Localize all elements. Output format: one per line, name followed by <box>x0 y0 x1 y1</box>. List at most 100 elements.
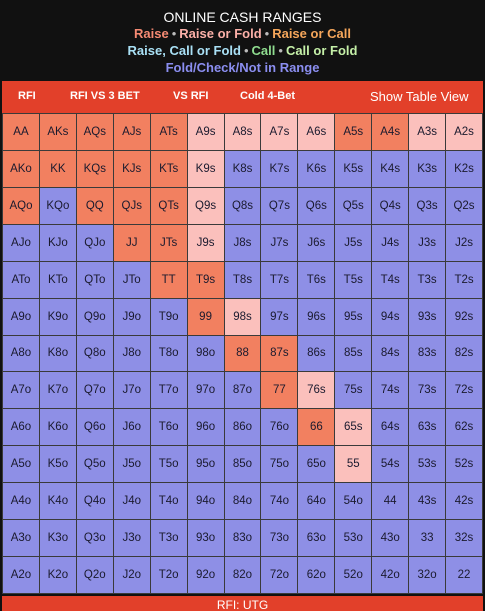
hand-cell[interactable]: 95o <box>187 446 224 483</box>
hand-cell[interactable]: AA <box>3 114 39 150</box>
hand-cell[interactable]: 54s <box>372 446 409 483</box>
hand-cell[interactable]: A5o <box>3 446 39 483</box>
hand-cell[interactable]: A8o <box>3 335 39 372</box>
hand-cell[interactable]: K7s <box>261 150 298 187</box>
hand-cell[interactable]: A3o <box>3 520 39 557</box>
hand-cell[interactable]: T2o <box>150 557 187 593</box>
hand-cell[interactable]: J3o <box>113 520 150 557</box>
hand-cell[interactable]: 94o <box>187 483 224 520</box>
hand-cell[interactable]: 98s <box>224 298 261 335</box>
hand-cell[interactable]: Q2s <box>446 187 482 224</box>
hand-cell[interactable]: QJs <box>113 187 150 224</box>
hand-cell[interactable]: K2s <box>446 150 482 187</box>
tab-rfi[interactable]: RFI <box>18 90 36 102</box>
hand-cell[interactable]: 96o <box>187 409 224 446</box>
hand-cell[interactable]: 94s <box>372 298 409 335</box>
hand-cell[interactable]: A7o <box>3 372 39 409</box>
hand-cell[interactable]: 55 <box>335 446 372 483</box>
hand-cell[interactable]: 53o <box>335 520 372 557</box>
hand-cell[interactable]: T6s <box>298 261 335 298</box>
hand-cell[interactable]: 54o <box>335 483 372 520</box>
hand-cell[interactable]: K5o <box>39 446 76 483</box>
hand-cell[interactable]: KJs <box>113 150 150 187</box>
tab-vs-rfi[interactable]: VS RFI <box>173 90 209 102</box>
hand-cell[interactable]: A3s <box>409 114 446 150</box>
hand-cell[interactable]: 82o <box>224 557 261 593</box>
hand-cell[interactable]: Q8o <box>76 335 113 372</box>
hand-cell[interactable]: T3o <box>150 520 187 557</box>
hand-cell[interactable]: 92s <box>446 298 482 335</box>
hand-cell[interactable]: 52o <box>335 557 372 593</box>
hand-cell[interactable]: 74s <box>372 372 409 409</box>
hand-cell[interactable]: 75s <box>335 372 372 409</box>
hand-cell[interactable]: T5o <box>150 446 187 483</box>
hand-cell[interactable]: 98o <box>187 335 224 372</box>
hand-cell[interactable]: J4o <box>113 483 150 520</box>
hand-cell[interactable]: 99 <box>187 298 224 335</box>
hand-cell[interactable]: 62s <box>446 409 482 446</box>
hand-cell[interactable]: Q7s <box>261 187 298 224</box>
hand-cell[interactable]: 84o <box>224 483 261 520</box>
hand-cell[interactable]: T5s <box>335 261 372 298</box>
hand-cell[interactable]: AJo <box>3 224 39 261</box>
hand-cell[interactable]: 96s <box>298 298 335 335</box>
hand-cell[interactable]: Q3o <box>76 520 113 557</box>
hand-cell[interactable]: AKs <box>39 114 76 150</box>
hand-cell[interactable]: A8s <box>224 114 261 150</box>
hand-cell[interactable]: K8o <box>39 335 76 372</box>
hand-cell[interactable]: 32o <box>409 557 446 593</box>
hand-cell[interactable]: K9o <box>39 298 76 335</box>
hand-cell[interactable]: A6o <box>3 409 39 446</box>
hand-cell[interactable]: 86s <box>298 335 335 372</box>
hand-cell[interactable]: Q3s <box>409 187 446 224</box>
hand-cell[interactable]: A9o <box>3 298 39 335</box>
hand-cell[interactable]: 52s <box>446 446 482 483</box>
hand-cell[interactable]: 97o <box>187 372 224 409</box>
hand-cell[interactable]: 64o <box>298 483 335 520</box>
hand-cell[interactable]: 73o <box>261 520 298 557</box>
hand-cell[interactable]: J5o <box>113 446 150 483</box>
hand-cell[interactable]: J6s <box>298 224 335 261</box>
hand-cell[interactable]: K8s <box>224 150 261 187</box>
hand-cell[interactable]: Q4s <box>372 187 409 224</box>
hand-cell[interactable]: Q9o <box>76 298 113 335</box>
hand-cell[interactable]: 97s <box>261 298 298 335</box>
hand-cell[interactable]: 43o <box>372 520 409 557</box>
hand-cell[interactable]: 88 <box>224 335 261 372</box>
hand-cell[interactable]: KTo <box>39 261 76 298</box>
hand-cell[interactable]: A4o <box>3 483 39 520</box>
hand-cell[interactable]: J4s <box>372 224 409 261</box>
hand-cell[interactable]: K3s <box>409 150 446 187</box>
hand-cell[interactable]: 76o <box>261 409 298 446</box>
hand-cell[interactable]: A5s <box>335 114 372 150</box>
hand-cell[interactable]: A6s <box>298 114 335 150</box>
hand-cell[interactable]: TT <box>150 261 187 298</box>
hand-cell[interactable]: T8s <box>224 261 261 298</box>
hand-cell[interactable]: Q2o <box>76 557 113 593</box>
hand-cell[interactable]: KQo <box>39 187 76 224</box>
hand-cell[interactable]: JTs <box>150 224 187 261</box>
hand-cell[interactable]: JJ <box>113 224 150 261</box>
hand-cell[interactable]: 77 <box>261 372 298 409</box>
show-table-view-button[interactable]: Show Table View <box>370 89 469 104</box>
hand-cell[interactable]: K3o <box>39 520 76 557</box>
hand-cell[interactable]: J8o <box>113 335 150 372</box>
hand-cell[interactable]: 76s <box>298 372 335 409</box>
hand-cell[interactable]: 44 <box>372 483 409 520</box>
hand-cell[interactable]: 75o <box>261 446 298 483</box>
hand-cell[interactable]: Q5s <box>335 187 372 224</box>
hand-cell[interactable]: 86o <box>224 409 261 446</box>
hand-cell[interactable]: 33 <box>409 520 446 557</box>
hand-cell[interactable]: 63s <box>409 409 446 446</box>
hand-cell[interactable]: T3s <box>409 261 446 298</box>
hand-cell[interactable]: AQs <box>76 114 113 150</box>
hand-cell[interactable]: J5s <box>335 224 372 261</box>
hand-cell[interactable]: T7s <box>261 261 298 298</box>
hand-cell[interactable]: A9s <box>187 114 224 150</box>
hand-cell[interactable]: J3s <box>409 224 446 261</box>
hand-cell[interactable]: J9s <box>187 224 224 261</box>
hand-cell[interactable]: ATo <box>3 261 39 298</box>
hand-cell[interactable]: J2o <box>113 557 150 593</box>
hand-cell[interactable]: 62o <box>298 557 335 593</box>
hand-cell[interactable]: K2o <box>39 557 76 593</box>
